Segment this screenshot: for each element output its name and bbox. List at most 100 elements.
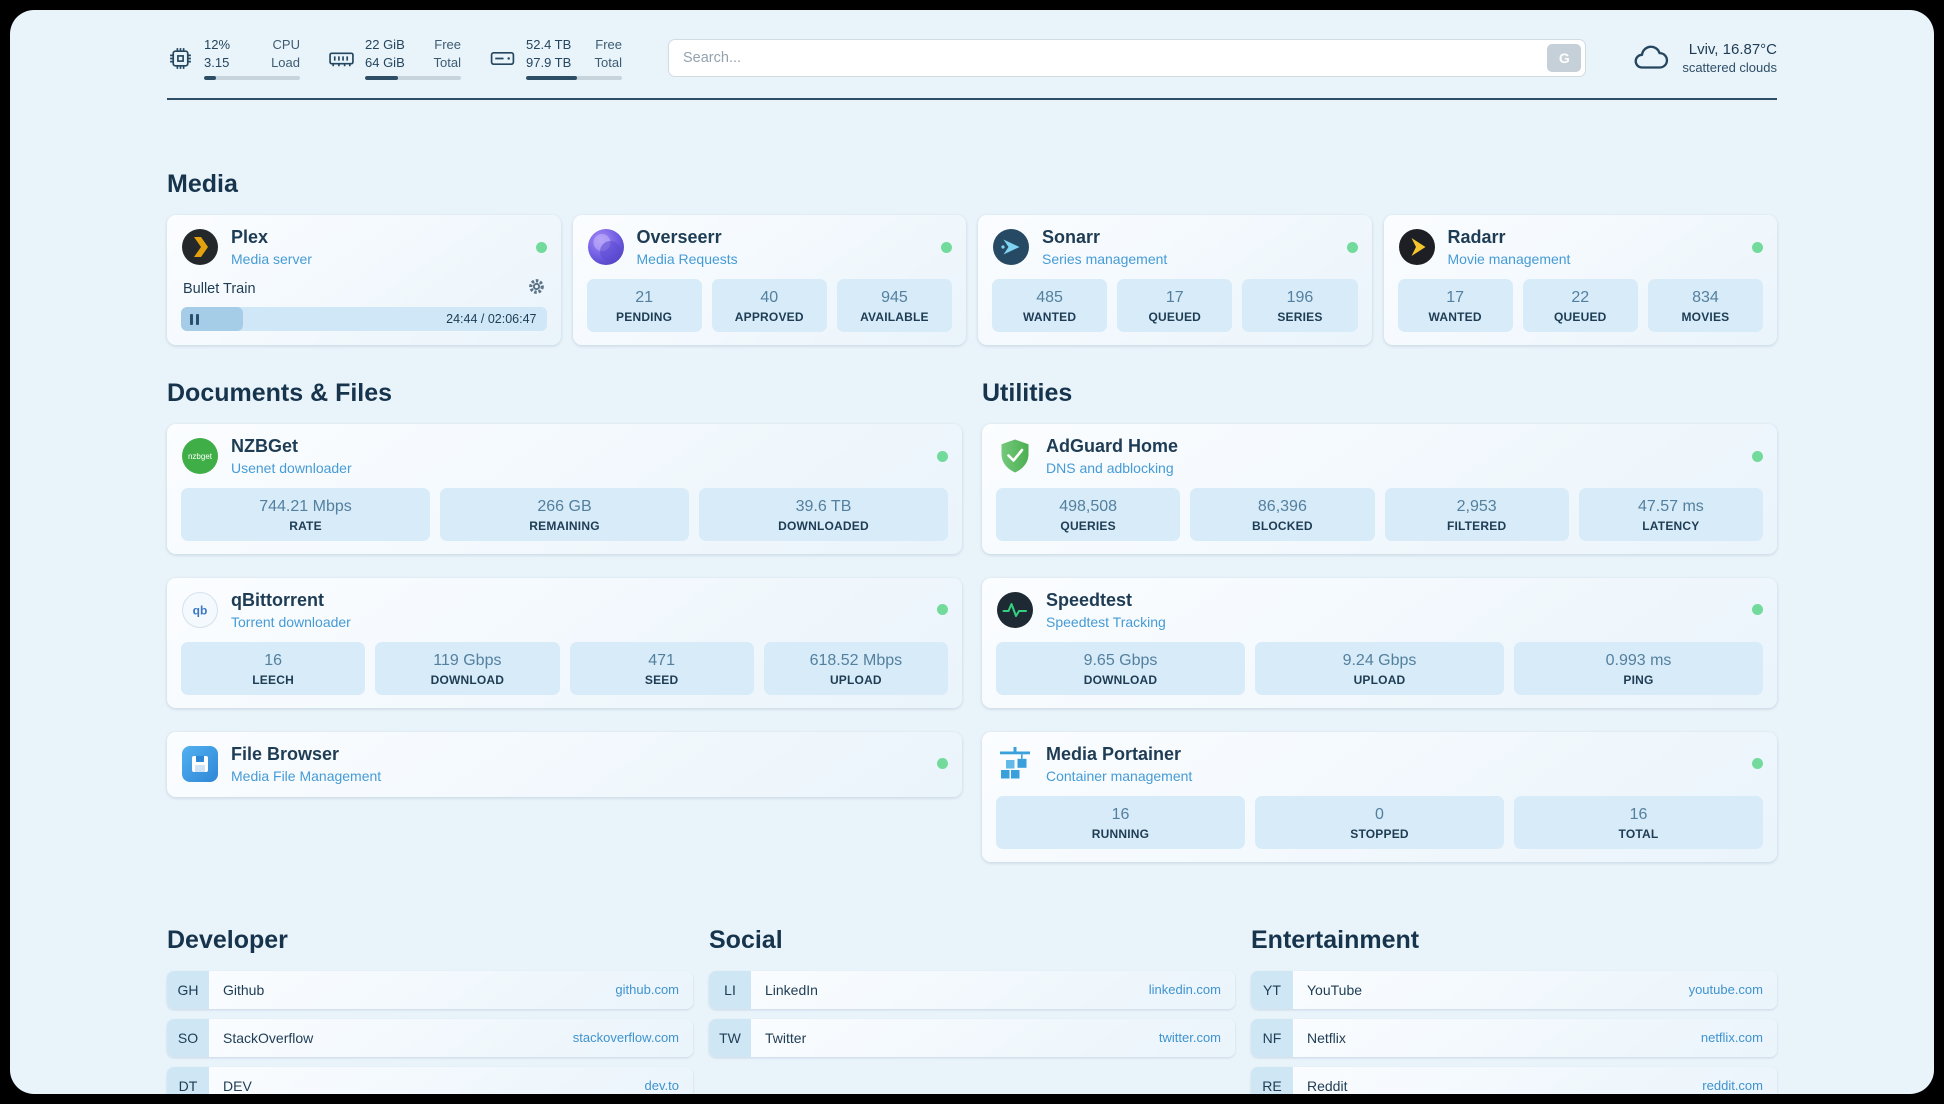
stat-block: 17 QUEUED: [1117, 279, 1233, 333]
stat-block: 2,953 FILTERED: [1384, 487, 1569, 542]
app-name: Overseerr: [636, 227, 722, 248]
disk-total-label: Total: [594, 55, 622, 71]
bookmark-stackoverflow[interactable]: SO StackOverflow stackoverflow.com: [167, 1018, 693, 1057]
cloud-icon: [1632, 42, 1670, 74]
bookmark-netflix[interactable]: NF Netflix netflix.com: [1251, 1018, 1777, 1057]
stat-block: 0.993 ms PING: [1514, 641, 1763, 695]
bookmark-name: Github: [223, 981, 265, 998]
cpu-progress-bar: [204, 76, 300, 81]
service-card-overseerr[interactable]: Overseerr Media Requests 21 PENDING 40 APP…: [572, 215, 966, 346]
cpu-icon: [167, 45, 194, 72]
stat-block: 22 QUEUED: [1522, 279, 1638, 333]
bookmark-youtube[interactable]: YT YouTube youtube.com: [1251, 970, 1777, 1009]
service-card-qbittorrent[interactable]: qb qBittorrent Torrent downloader 16 LEEC…: [167, 578, 962, 708]
memory-icon: [328, 45, 355, 72]
disk-progress-bar: [526, 76, 622, 81]
sonarr-icon: [992, 228, 1030, 266]
bookmark-abbr: NF: [1251, 1018, 1293, 1057]
cpu-widget: 12% CPU 3.15 Load: [167, 36, 300, 81]
stat-block: 945 AVAILABLE: [836, 279, 953, 333]
bookmark-group-developer: Developer GH Github github.com SO StackO…: [167, 926, 693, 1094]
bookmark-name: Netflix: [1307, 1029, 1346, 1046]
weather-widget[interactable]: Lviv, 16.87°C scattered clouds: [1632, 41, 1777, 75]
bookmark-name: Reddit: [1307, 1077, 1348, 1094]
stat-block: 471 SEED: [569, 641, 754, 695]
search-input[interactable]: [668, 39, 1587, 78]
app-name: Sonarr: [1042, 227, 1101, 248]
bookmark-twitter[interactable]: TW Twitter twitter.com: [709, 1018, 1235, 1057]
plex-now-playing-widget: Bullet Train: [181, 278, 547, 332]
search-provider-button[interactable]: G: [1547, 44, 1582, 73]
bookmark-url: reddit.com: [1702, 1078, 1763, 1094]
bookmark-url: stackoverflow.com: [572, 1030, 679, 1046]
gear-icon[interactable]: [528, 278, 545, 299]
app-desc: Torrent downloader: [231, 613, 351, 630]
bookmark-group-title: Social: [709, 925, 783, 954]
disk-icon: [489, 45, 516, 72]
service-card-adguard[interactable]: AdGuard Home DNS and adblocking 498,508 Q…: [982, 424, 1777, 555]
qbittorrent-icon: qb: [181, 591, 219, 629]
disk-free-label: Free: [595, 37, 622, 52]
stat-block: 744.21 Mbps RATE: [181, 487, 430, 542]
bookmark-dev[interactable]: DT DEV dev.to: [167, 1066, 693, 1094]
stat-block: 21 PENDING: [586, 279, 702, 333]
playback-time: 24:44 / 02:06:47: [446, 312, 537, 327]
stat-block: 17 WANTED: [1397, 279, 1513, 333]
disk-widget: 52.4 TB Free 97.9 TB Total: [489, 36, 622, 81]
app-name: File Browser: [231, 744, 340, 764]
status-dot: [1752, 604, 1763, 616]
plex-icon: [181, 228, 219, 266]
overseerr-icon: [587, 228, 625, 266]
stat-block: 16 RUNNING: [996, 795, 1245, 849]
portainer-icon: [996, 745, 1034, 783]
bookmark-group-title: Entertainment: [1251, 925, 1420, 954]
search-bar: G: [668, 39, 1587, 78]
bookmark-url: netflix.com: [1700, 1030, 1763, 1046]
bookmark-url: twitter.com: [1158, 1030, 1221, 1046]
app-name: Speedtest: [1046, 590, 1133, 611]
memory-total-label: Total: [433, 55, 461, 71]
status-dot: [1752, 450, 1763, 462]
stat-block: 47.57 ms LATENCY: [1578, 487, 1763, 542]
app-desc: Container management: [1046, 767, 1193, 784]
stat-block: 16 LEECH: [181, 641, 366, 695]
stat-block: 86,396 BLOCKED: [1190, 487, 1375, 542]
bookmark-name: YouTube: [1307, 981, 1363, 998]
bookmark-abbr: TW: [709, 1018, 751, 1057]
service-card-speedtest[interactable]: Speedtest Speedtest Tracking 9.65 Gbps DO…: [982, 578, 1777, 708]
app-desc: Speedtest Tracking: [1046, 613, 1166, 630]
service-card-sonarr[interactable]: Sonarr Series management 485 WANTED 17 QUE…: [978, 215, 1372, 346]
stat-block: 196 SERIES: [1242, 279, 1358, 333]
weather-condition: scattered clouds: [1682, 60, 1777, 76]
service-card-radarr[interactable]: Radarr Movie management 17 WANTED 22 QUEUE…: [1383, 215, 1777, 346]
app-desc: Media File Management: [231, 767, 382, 784]
bookmark-url: youtube.com: [1688, 982, 1763, 998]
stat-block: 0 STOPPED: [1255, 795, 1504, 849]
app-desc: Series management: [1042, 251, 1168, 268]
resource-widgets: 12% CPU 3.15 Load 22 GiB Free 64 GiB Total: [167, 36, 622, 81]
app-name: NZBGet: [231, 436, 298, 457]
memory-total-value: 64 GiB: [365, 55, 405, 71]
section-title-utilities: Utilities: [982, 379, 1073, 408]
service-card-nzbget[interactable]: nzbget NZBGet Usenet downloader 744.21 M…: [167, 424, 962, 555]
dashboard-page: 12% CPU 3.15 Load 22 GiB Free 64 GiB Total: [10, 10, 1934, 1094]
playback-progress-bar[interactable]: 24:44 / 02:06:47: [181, 307, 547, 332]
stat-block: 485 WANTED: [992, 279, 1108, 333]
app-name: Radarr: [1447, 227, 1506, 248]
service-card-filebrowser[interactable]: File Browser Media File Management: [167, 732, 962, 797]
status-dot: [937, 450, 948, 462]
stat-block: 16 TOTAL: [1514, 795, 1763, 849]
bookmark-name: StackOverflow: [223, 1029, 314, 1046]
bookmark-reddit[interactable]: RE Reddit reddit.com: [1251, 1066, 1777, 1094]
bookmark-url: dev.to: [644, 1078, 679, 1094]
app-desc: Media Requests: [636, 251, 738, 268]
pause-icon[interactable]: [190, 313, 199, 325]
radarr-icon: [1398, 228, 1436, 266]
section-title-media: Media: [167, 170, 238, 199]
bookmark-github[interactable]: GH Github github.com: [167, 970, 693, 1009]
topbar: 12% CPU 3.15 Load 22 GiB Free 64 GiB Total: [10, 10, 1934, 81]
bookmark-linkedin[interactable]: LI LinkedIn linkedin.com: [709, 970, 1235, 1009]
bookmark-abbr: RE: [1251, 1066, 1293, 1094]
service-card-plex[interactable]: Plex Media server Bullet Train: [167, 215, 561, 346]
service-card-portainer[interactable]: Media Portainer Container management 16 R…: [982, 732, 1777, 862]
